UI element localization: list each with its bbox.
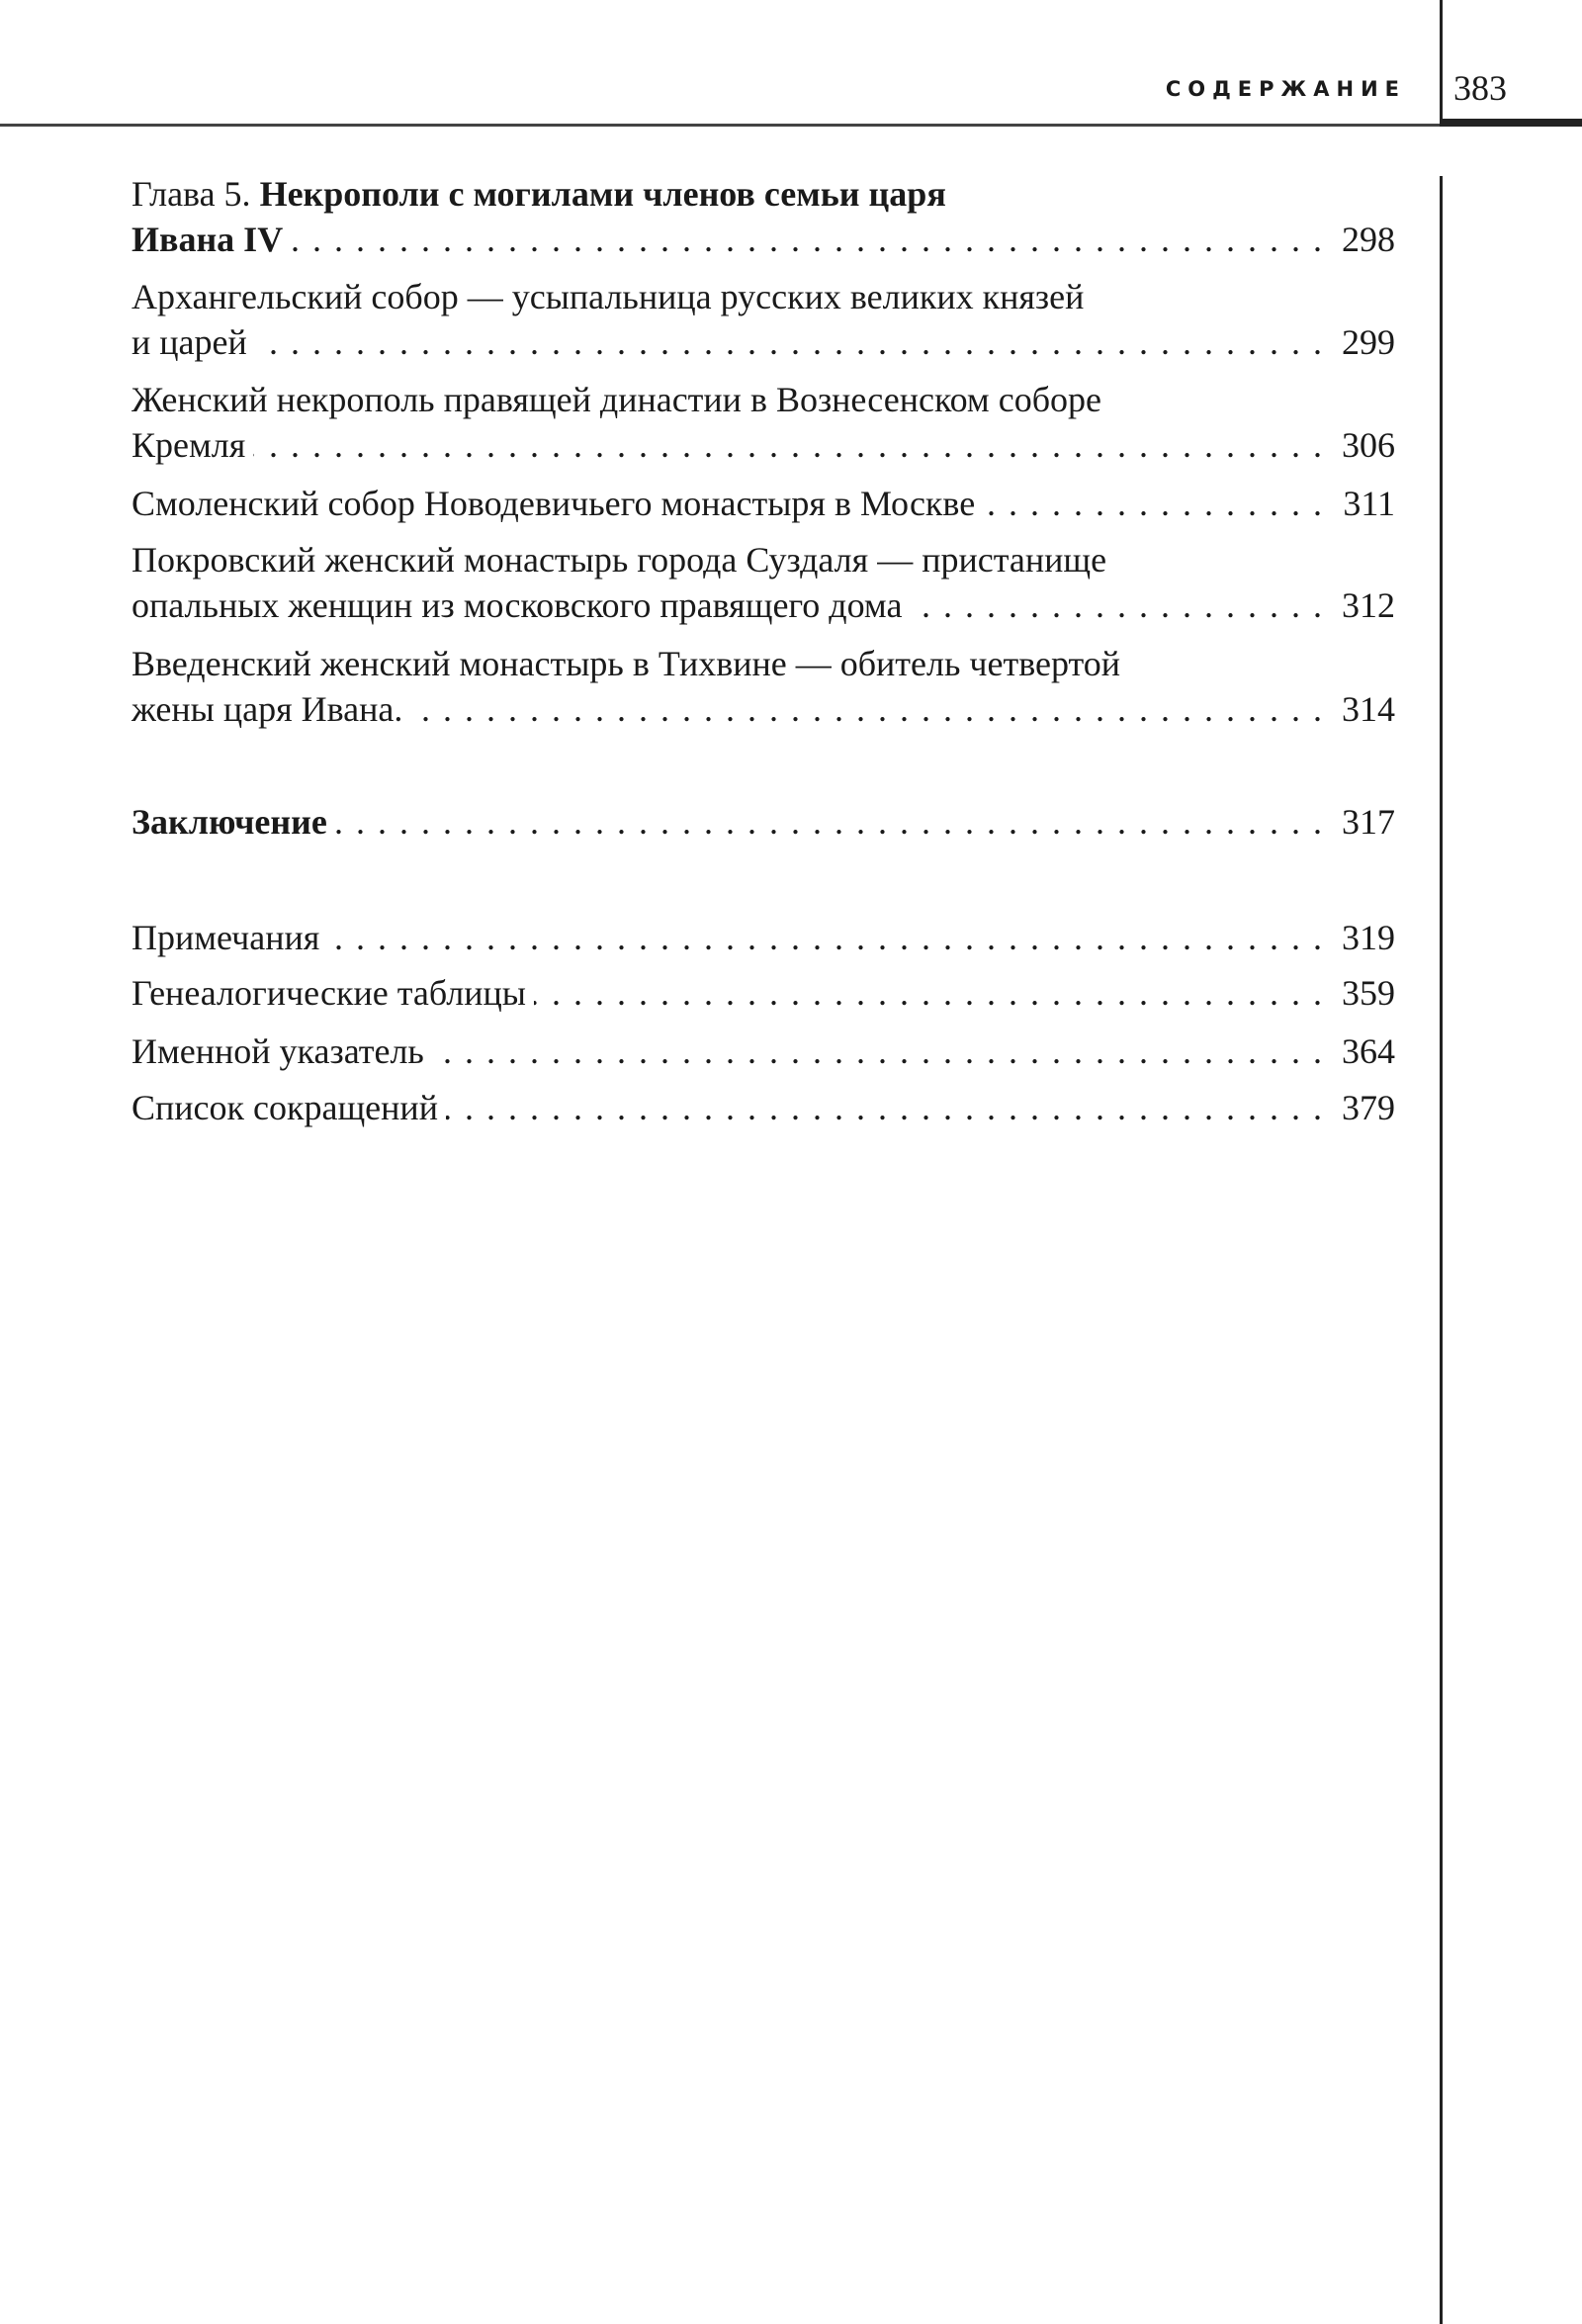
margin-rule-top	[1440, 0, 1443, 127]
margin-rule	[1440, 176, 1443, 2324]
page-ref: 299	[1342, 322, 1395, 362]
page-ref: 364	[1342, 1031, 1395, 1071]
dot-leader	[255, 319, 1322, 365]
dot-leader	[446, 1085, 1322, 1130]
entry-title-cont: жены царя Ивана.	[132, 689, 403, 729]
chapter-title-cont: Ивана IV	[132, 220, 284, 259]
toc-entry-chapter-5[interactable]: Глава 5. Некрополи с могилами членов сем…	[132, 171, 1395, 262]
dot-leader	[327, 915, 1322, 960]
dot-leader	[253, 422, 1322, 468]
page-ref: 312	[1342, 585, 1395, 625]
page-ref: 298	[1342, 220, 1395, 259]
entry-title: Женский некрополь правящей династии в Во…	[132, 380, 1101, 419]
dot-leader	[291, 217, 1322, 262]
page-ref: 306	[1342, 425, 1395, 465]
entry-title: Архангельский собор — усыпальница русски…	[132, 277, 1085, 316]
entry-title-cont: и царей	[132, 322, 247, 362]
page-number: 383	[1453, 68, 1507, 108]
entry-title-cont: Кремля	[132, 425, 246, 465]
entry-title: Введенский женский монастырь в Тихвине —…	[132, 644, 1121, 683]
running-head: СОДЕРЖАНИЕ	[1165, 77, 1406, 101]
entry-title: Смоленский собор Новодевичьего монастыря…	[132, 484, 976, 523]
header-rule-thick	[1442, 119, 1582, 127]
toc-entry-index[interactable]: Именной указатель 364	[132, 1028, 1395, 1074]
entry-title: Примечания	[132, 918, 320, 957]
toc-entry[interactable]: Введенский женский монастырь в Тихвине —…	[132, 641, 1395, 732]
toc-entry[interactable]: Покровский женский монастырь города Сузд…	[132, 537, 1395, 628]
page-ref: 311	[1343, 484, 1395, 523]
page-ref: 379	[1342, 1088, 1395, 1127]
dot-leader	[410, 686, 1322, 732]
toc-entry-conclusion[interactable]: Заключение 317	[132, 799, 1395, 845]
dot-leader	[983, 481, 1322, 526]
toc-entry-genealogy[interactable]: Генеалогические таблицы 359	[132, 970, 1395, 1016]
page-ref: 319	[1342, 918, 1395, 957]
page-ref: 359	[1342, 973, 1395, 1013]
entry-title-cont: опальных женщин из московского правящего…	[132, 585, 903, 625]
entry-title: Заключение	[132, 802, 327, 842]
dot-leader	[432, 1028, 1322, 1074]
entry-title: Генеалогические таблицы	[132, 973, 526, 1013]
toc-entry-abbreviations[interactable]: Список сокращений 379	[132, 1085, 1395, 1130]
page-ref: 317	[1342, 802, 1395, 842]
dot-leader	[534, 970, 1322, 1016]
toc-entry[interactable]: Смоленский собор Новодевичьего монастыря…	[132, 481, 1395, 526]
dot-leader	[335, 799, 1322, 845]
entry-title: Покровский женский монастырь города Сузд…	[132, 540, 1107, 580]
entry-title: Именной указатель	[132, 1031, 424, 1071]
toc-entry[interactable]: Архангельский собор — усыпальница русски…	[132, 274, 1395, 365]
toc-entry-notes[interactable]: Примечания 319	[132, 915, 1395, 960]
header-rule	[0, 124, 1442, 127]
entry-title: Список сокращений	[132, 1088, 438, 1127]
chapter-prefix: Глава 5.	[132, 174, 251, 214]
page-ref: 314	[1342, 689, 1395, 729]
chapter-title: Некрополи с могилами членов семьи царя	[259, 174, 946, 214]
dot-leader	[910, 582, 1322, 628]
toc-entry[interactable]: Женский некрополь правящей династии в Во…	[132, 377, 1395, 468]
